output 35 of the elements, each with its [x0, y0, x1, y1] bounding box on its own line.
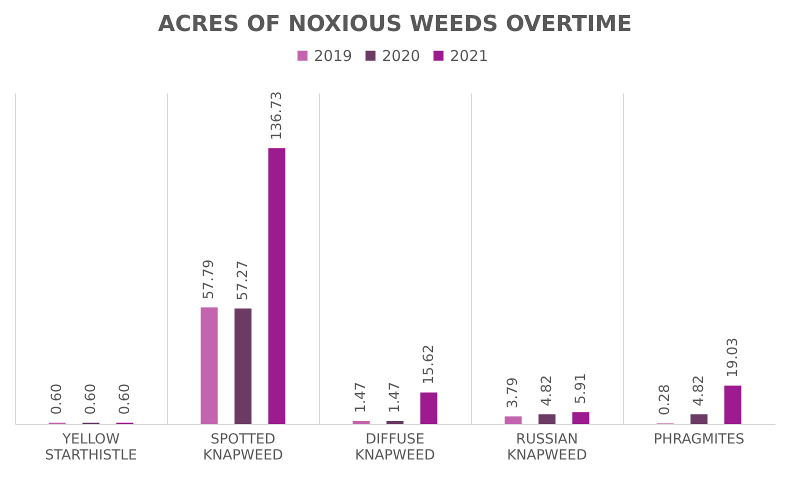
- legend-label: 2019: [314, 46, 352, 65]
- legend-label: 2021: [450, 46, 488, 65]
- bar: [724, 386, 742, 424]
- bar: [352, 421, 370, 424]
- data-label: 0.28: [657, 384, 674, 416]
- data-label: 57.79: [201, 259, 218, 300]
- data-label: 0.60: [83, 384, 99, 415]
- bar: [538, 414, 556, 424]
- bar: [234, 308, 252, 424]
- data-label: 57.27: [235, 260, 251, 300]
- x-tick-label: DIFFUSE KNAPWEED: [355, 432, 435, 464]
- data-label: 5.91: [572, 372, 589, 404]
- data-label: 1.47: [387, 382, 403, 414]
- bar: [200, 307, 218, 424]
- x-tick-label: PHRAGMITES: [654, 432, 745, 448]
- data-label: 1.47: [353, 382, 370, 414]
- x-tick-label: YELLOW STARTHISTLE: [45, 432, 137, 464]
- legend-label: 2020: [382, 46, 420, 65]
- x-tick-label: RUSSIAN KNAPWEED: [507, 432, 587, 464]
- data-label: 15.62: [420, 344, 437, 384]
- bar: [386, 421, 404, 424]
- data-label: 4.82: [691, 375, 707, 406]
- data-label: 0.60: [116, 384, 133, 415]
- bar: [572, 412, 590, 424]
- data-label: 3.79: [505, 377, 522, 408]
- data-label: 0.60: [49, 384, 66, 415]
- data-label: 136.73: [268, 91, 285, 140]
- bar: [268, 148, 286, 424]
- bar: [420, 392, 438, 424]
- data-label: 4.82: [539, 375, 555, 406]
- chart-title: ACRES OF NOXIOUS WEEDS OVERTIME: [158, 12, 632, 38]
- data-label: 19.03: [724, 338, 741, 378]
- x-tick-label: SPOTTED KNAPWEED: [203, 432, 283, 464]
- bar: [504, 416, 522, 424]
- bar: [690, 414, 708, 424]
